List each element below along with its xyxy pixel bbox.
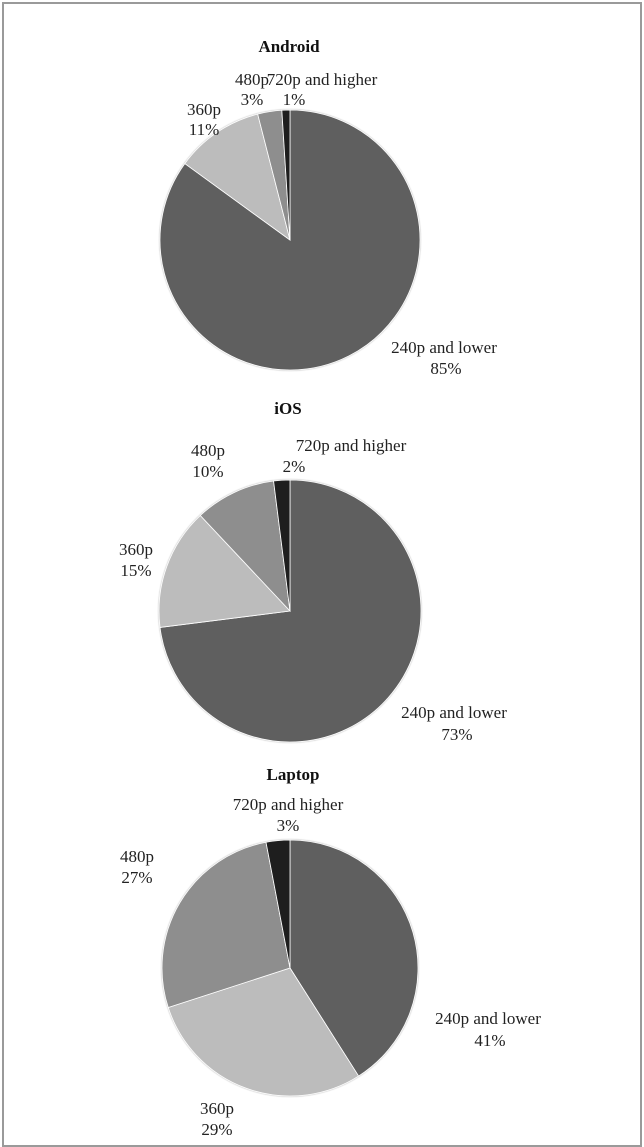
slice-label-value: 27% xyxy=(121,868,152,887)
pie-slice-480p xyxy=(199,480,291,613)
slice-label-name: 360p xyxy=(200,1099,234,1118)
slice-label-name: 720p and higher xyxy=(233,795,344,814)
slice-label-name: 240p and lower xyxy=(391,338,497,357)
slice-label-value: 10% xyxy=(192,462,223,481)
slice-label-name: 360p xyxy=(187,100,221,119)
chart-laptop: Laptop 720p and higher 3% 480p 27% 240p … xyxy=(120,765,541,1139)
pie-slice-360p xyxy=(158,514,291,628)
slice-label-value: 73% xyxy=(441,725,472,744)
slice-label-value: 41% xyxy=(474,1031,505,1050)
chart-title: Laptop xyxy=(267,765,320,784)
slice-label-240p-and-lower: 240p and lower 73% xyxy=(401,703,507,744)
slice-label-value: 11% xyxy=(189,120,220,139)
slice-label-name: 240p and lower xyxy=(435,1009,541,1028)
slice-label-240p-and-lower: 240p and lower 85% xyxy=(391,338,497,378)
slice-label-value: 15% xyxy=(120,561,151,580)
slice-label-value: 2% xyxy=(283,457,306,476)
slice-label-480p: 480p 10% xyxy=(191,441,225,481)
pie-slice-360p xyxy=(167,967,360,1097)
slice-label-240p-and-lower: 240p and lower 41% xyxy=(435,1009,541,1050)
pie-charts-figure: Android 480p 3% 720p and higher 1% 360p … xyxy=(119,37,541,1139)
chart-title: Android xyxy=(258,37,320,56)
slice-label-name: 720p and higher xyxy=(296,436,407,455)
slice-label-value: 29% xyxy=(201,1120,232,1139)
slice-label-720p-and-higher: 720p and higher 1% xyxy=(267,70,378,109)
slice-label-name: 480p xyxy=(235,70,269,89)
slice-label-value: 85% xyxy=(430,359,461,378)
chart-title: iOS xyxy=(274,399,301,418)
slice-label-720p-and-higher: 720p and higher 2% xyxy=(283,436,407,476)
slice-label-name: 480p xyxy=(191,441,225,460)
slice-label-480p: 480p 3% xyxy=(235,70,269,109)
slice-label-name: 480p xyxy=(120,847,154,866)
slice-label-name: 360p xyxy=(119,540,153,559)
pie-slice-720p-and-higher xyxy=(265,839,291,969)
slice-label-value: 1% xyxy=(283,90,306,109)
slice-label-360p: 360p 15% xyxy=(119,540,153,580)
pie-slice-360p xyxy=(184,113,291,241)
chart-ios: iOS 480p 10% 720p and higher 2% 360p 15%… xyxy=(119,399,507,744)
slice-label-480p: 480p 27% xyxy=(120,847,154,887)
slice-label-value: 3% xyxy=(241,90,264,109)
pie-slice-240p-and-lower xyxy=(289,839,419,1077)
slice-label-name: 240p and lower xyxy=(401,703,507,722)
chart-android: Android 480p 3% 720p and higher 1% 360p … xyxy=(159,37,497,378)
slice-label-720p-and-higher: 720p and higher 3% xyxy=(233,795,344,835)
slice-label-value: 3% xyxy=(277,816,300,835)
pie-slice-720p-and-higher xyxy=(273,479,291,612)
slice-label-360p: 360p 11% xyxy=(187,100,221,139)
slice-label-360p: 360p 29% xyxy=(200,1099,234,1139)
pie-slice-480p xyxy=(161,841,291,1009)
pie-slice-720p-and-higher xyxy=(281,109,291,241)
slice-label-name: 720p and higher xyxy=(267,70,378,89)
